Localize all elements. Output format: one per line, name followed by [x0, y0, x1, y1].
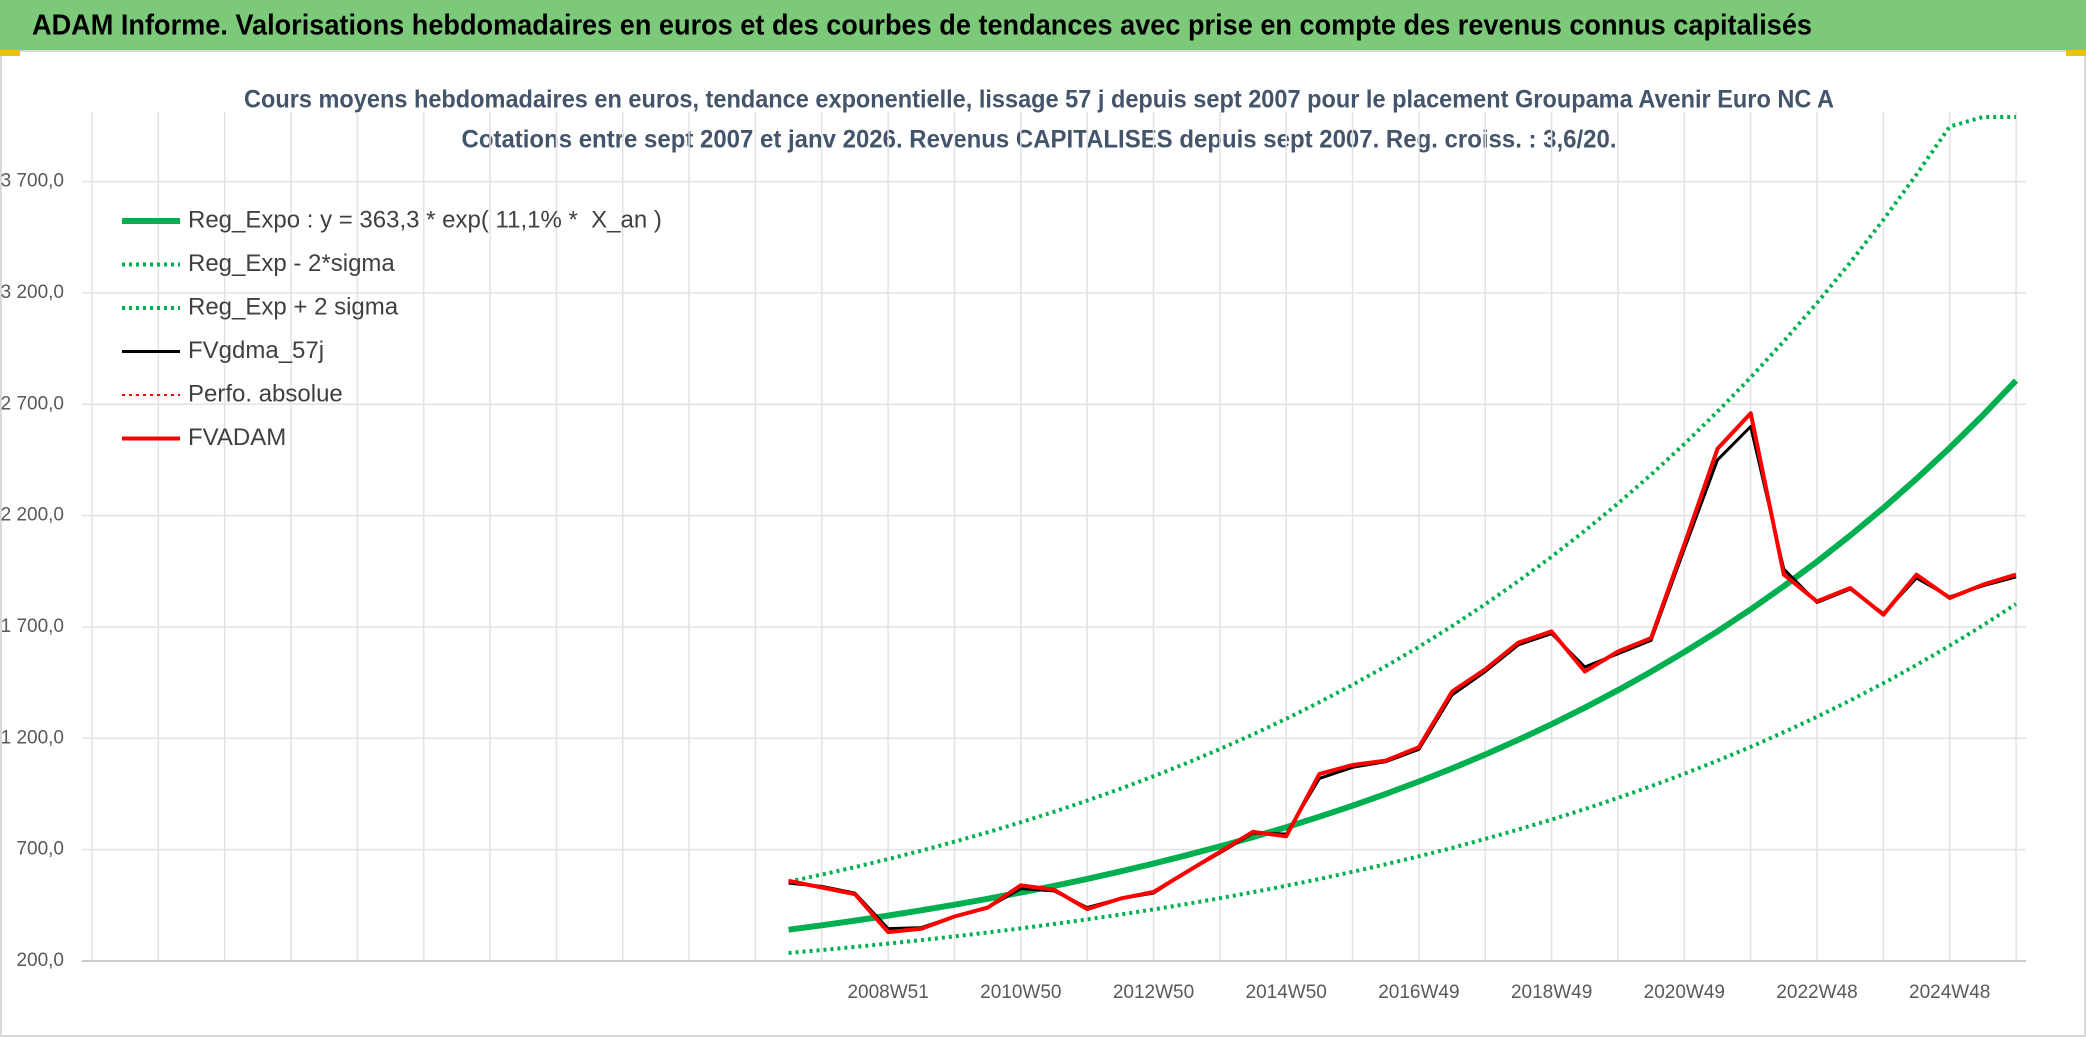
x-tick-label: 2010W50 — [980, 982, 1061, 1003]
corner-mark — [2066, 50, 2086, 56]
y-tick-label: 1 200,0 — [1, 727, 64, 748]
chart-title: Cours moyens hebdomadaires en euros, ten… — [244, 86, 1834, 114]
series-line — [788, 411, 2017, 935]
x-tick-label: 2022W48 — [1776, 982, 1857, 1003]
x-tick-label: 2018W49 — [1511, 982, 1592, 1003]
y-tick-label: 1 700,0 — [1, 616, 64, 637]
x-tick-label: 2016W49 — [1378, 982, 1459, 1003]
y-tick-label: 200,0 — [16, 950, 64, 971]
plot-area — [788, 115, 2019, 955]
x-tick-label: 2020W49 — [1644, 982, 1725, 1003]
series-line — [788, 378, 2019, 933]
series-line — [788, 115, 2016, 884]
header-text: ADAM Informe. Valorisations hebdomadaire… — [32, 10, 1812, 42]
y-tick-label: 3 200,0 — [1, 282, 64, 303]
x-tick-label: 2024W48 — [1909, 982, 1990, 1003]
y-tick-label: 3 700,0 — [1, 171, 64, 192]
x-tick-label: 2012W50 — [1113, 982, 1194, 1003]
legend-label: Reg_Exp + 2 sigma — [188, 293, 399, 320]
chart-subtitle: Cotations entre sept 2007 et janv 2026. … — [462, 126, 1617, 154]
y-tick-label: 700,0 — [16, 839, 64, 860]
header-bar — [0, 0, 2086, 50]
legend-label: FVADAM — [188, 424, 286, 451]
legend-label: FVgdma_57j — [188, 337, 324, 364]
y-tick-label: 2 200,0 — [1, 505, 64, 526]
chart-frame — [0, 50, 2086, 1037]
legend-label: Reg_Exp - 2*sigma — [188, 250, 395, 277]
x-tick-label: 2014W50 — [1246, 982, 1327, 1003]
x-tick-label: 2008W51 — [847, 982, 928, 1003]
corner-mark — [0, 50, 20, 56]
series-line — [788, 602, 2018, 955]
y-tick-label: 2 700,0 — [1, 393, 64, 414]
legend-label: Reg_Expo : y = 363,3 * exp( 11,1% * X_an… — [188, 206, 662, 233]
legend-label: Perfo. absolue — [188, 380, 343, 407]
